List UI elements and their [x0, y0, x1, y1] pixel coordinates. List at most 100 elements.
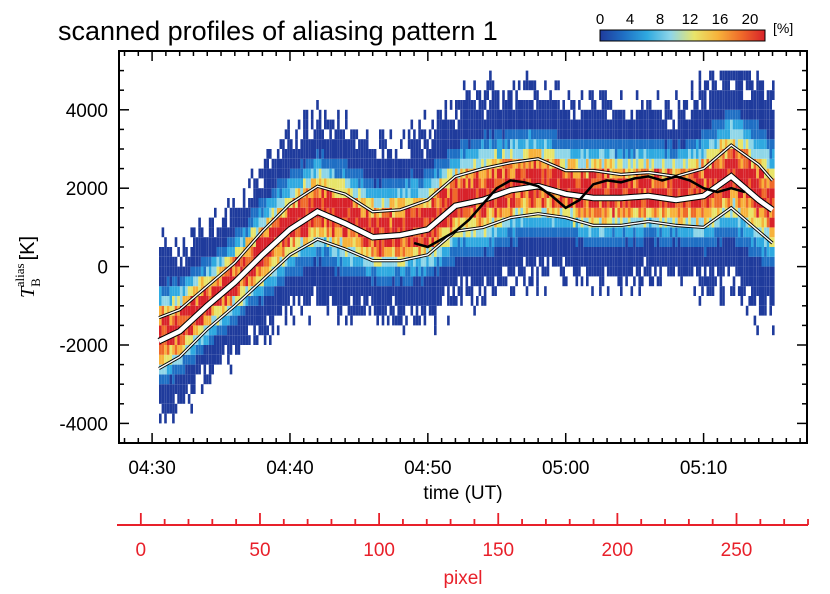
heatmap-cell [593, 198, 597, 208]
heatmap-cell [677, 158, 681, 169]
heatmap-cell [418, 178, 421, 189]
heatmap-cell [659, 237, 662, 247]
heatmap-cell [423, 188, 427, 198]
heatmap-cell [635, 227, 639, 238]
heatmap-cell [397, 217, 400, 228]
heatmap-cell [253, 276, 256, 287]
heatmap-cell [235, 345, 238, 355]
heatmap-cell [235, 335, 238, 345]
heatmap-cell [282, 188, 285, 198]
heatmap-cell [604, 188, 607, 198]
heatmap-cell [203, 276, 207, 287]
heatmap-cell [316, 237, 319, 247]
heatmap-cell [735, 119, 738, 130]
heatmap-cell [688, 178, 691, 189]
heatmap-cell [381, 188, 385, 198]
heatmap-cell [709, 109, 712, 120]
heatmap-cell [468, 139, 471, 149]
heatmap-cell [258, 188, 262, 198]
heatmap-cell [502, 129, 505, 140]
heatmap-cell [326, 305, 330, 316]
heatmap-cell [339, 178, 343, 189]
heatmap-cell [452, 207, 455, 218]
heatmap-cell [709, 168, 712, 179]
heatmap-cell [494, 198, 497, 208]
heatmap-cell [227, 354, 230, 365]
heatmap-cell [261, 217, 264, 228]
heatmap-cell [295, 188, 298, 198]
heatmap-cell [444, 276, 448, 287]
heatmap-cell [654, 119, 657, 130]
heatmap-cell [651, 237, 655, 247]
heatmap-cell [517, 188, 521, 198]
heatmap-cell [428, 237, 432, 247]
heatmap-cell [730, 158, 733, 169]
heatmap-cell [740, 237, 744, 247]
heatmap-cell [420, 305, 424, 316]
heatmap-cell [735, 266, 738, 277]
heatmap-cell [551, 100, 555, 110]
heatmap-cell [478, 158, 482, 169]
heatmap-cell [465, 237, 469, 247]
heatmap-cell [166, 374, 170, 385]
heatmap-cell [415, 217, 419, 228]
heatmap-cell [473, 237, 476, 247]
heatmap-cell [329, 286, 332, 296]
heatmap-cell [342, 266, 345, 277]
heatmap-cell [481, 158, 484, 169]
heatmap-cell [489, 256, 492, 267]
heatmap-cell [656, 119, 660, 130]
heatmap-cell [536, 188, 539, 198]
heatmap-cell [751, 256, 754, 267]
heatmap-cell [643, 158, 647, 169]
heatmap-cell [507, 139, 510, 149]
heatmap-cell [651, 119, 655, 130]
heatmap-cell [562, 129, 565, 140]
heatmap-cell [177, 364, 180, 375]
heatmap-cell [449, 237, 453, 247]
heatmap-cell [758, 256, 762, 267]
heatmap-cell [528, 168, 531, 179]
heatmap-cell [531, 237, 534, 247]
heatmap-cell [292, 276, 296, 287]
heatmap-cell [531, 276, 534, 287]
heatmap-cell [538, 256, 542, 267]
heatmap-cell [174, 276, 178, 287]
heatmap-cell [612, 237, 615, 247]
heatmap-cell [544, 168, 547, 179]
heatmap-cell [591, 198, 594, 208]
heatmap-cell [740, 198, 744, 208]
heatmap-cell [515, 188, 518, 198]
heatmap-cell [292, 207, 296, 218]
heatmap-cell [575, 266, 579, 277]
heatmap-cell [418, 158, 421, 169]
heatmap-cell [227, 227, 230, 238]
heatmap-cell [439, 149, 442, 159]
heatmap-cell [350, 207, 353, 218]
heatmap-cell [402, 305, 406, 316]
heatmap-cell [457, 237, 461, 247]
heatmap-cell [478, 217, 482, 228]
heatmap-cell [614, 139, 618, 149]
heatmap-cell [554, 139, 558, 149]
heatmap-cell [400, 168, 403, 179]
heatmap-cell [567, 178, 571, 189]
heatmap-cell [441, 247, 445, 257]
heatmap-cell [549, 90, 552, 100]
heatmap-cell [287, 168, 290, 179]
heatmap-cell [449, 276, 453, 287]
heatmap-cell [159, 305, 162, 316]
heatmap-cell [381, 168, 385, 179]
heatmap-cell [436, 149, 440, 159]
heatmap-cell [457, 158, 461, 169]
heatmap-cell [481, 178, 484, 189]
heatmap-cell [489, 276, 492, 287]
heatmap-cell [751, 217, 754, 228]
heatmap-cell [198, 256, 201, 267]
heatmap-cell [439, 247, 442, 257]
heatmap-cell [365, 168, 369, 179]
heatmap-cell [436, 198, 440, 208]
heatmap-cell [609, 119, 613, 130]
heatmap-cell [316, 188, 319, 198]
heatmap-cell [758, 158, 762, 169]
